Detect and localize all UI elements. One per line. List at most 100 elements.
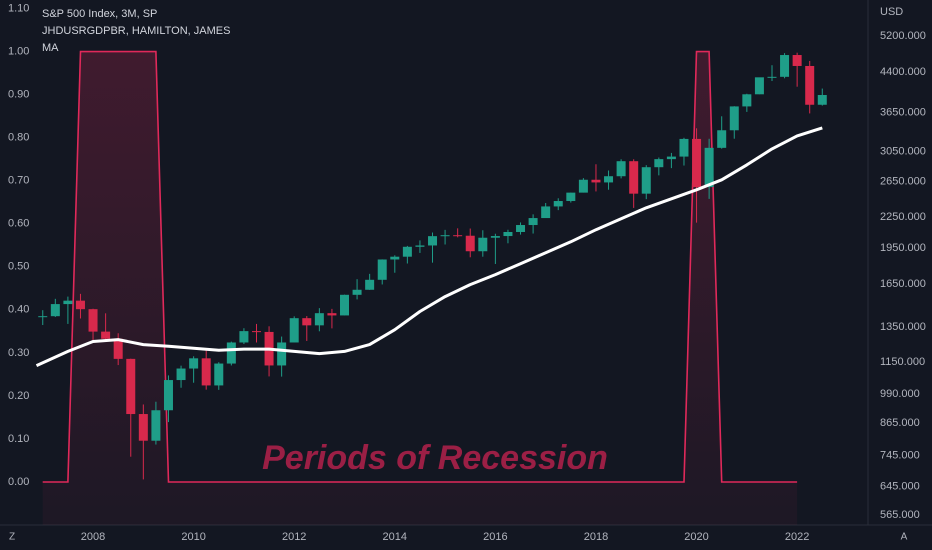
candle-body <box>465 235 475 252</box>
x-tick-label: 2016 <box>483 531 507 543</box>
zoom-button[interactable]: Z <box>9 532 15 543</box>
line <box>42 50 798 483</box>
y-tick-label: 0.20 <box>8 390 29 402</box>
candle-body <box>679 138 689 157</box>
candle-body <box>541 206 551 219</box>
legend-entry: MA <box>42 42 59 54</box>
candle-body <box>377 259 387 280</box>
y2-tick-label: 3050.000 <box>880 145 926 157</box>
y2-tick-label: 565.000 <box>880 509 920 521</box>
x-tick-label: 2012 <box>282 531 306 543</box>
candle-body <box>767 76 777 78</box>
candle-body <box>566 192 576 202</box>
legend-entry: S&P 500 Index, 3M, SP <box>42 8 157 20</box>
x-tick-label: 2008 <box>81 531 105 543</box>
candle-body <box>63 300 73 305</box>
legend-entry: JHDUSRGDPBR, HAMILTON, JAMES <box>42 25 230 37</box>
candle-body <box>189 358 199 369</box>
candle-body <box>578 179 588 193</box>
y2-tick-label: 5200.000 <box>880 30 926 42</box>
y2-tick-label: 1150.000 <box>880 356 925 368</box>
y-tick-label: 0.70 <box>8 175 29 187</box>
candle-body <box>138 414 148 441</box>
candle-body <box>201 358 211 386</box>
candle-body <box>754 77 764 95</box>
candle-body <box>251 331 261 333</box>
candle-body <box>402 246 412 257</box>
candle-body <box>453 235 463 237</box>
line <box>35 126 823 367</box>
candle-body <box>163 380 173 411</box>
y2-tick-label: 745.000 <box>880 449 920 461</box>
candle-body <box>780 55 790 77</box>
candle-body <box>289 318 299 343</box>
y2-tick-label: 2250.000 <box>880 211 926 223</box>
y2-tick-label: 1950.000 <box>880 242 926 254</box>
candle-body <box>314 313 324 326</box>
y2-tick-label: 1350.000 <box>880 321 926 333</box>
candle-body <box>38 316 48 318</box>
x-tick-label: 2018 <box>584 531 608 543</box>
area <box>42 51 798 525</box>
y2-tick-label: 645.000 <box>880 481 920 493</box>
candle-body <box>126 358 136 415</box>
candle-body <box>390 256 400 260</box>
candle-body <box>503 231 513 237</box>
y2-axis-label: USD <box>880 6 903 18</box>
y-tick-label: 0.00 <box>8 476 29 488</box>
candle-body <box>666 156 676 160</box>
y2-tick-label: 3650.000 <box>880 107 926 119</box>
candle-body <box>629 161 639 194</box>
candle-body <box>490 236 500 238</box>
annotation: Periods of Recession <box>262 439 608 477</box>
y2-tick-label: 990.000 <box>880 388 920 400</box>
candle-body <box>704 147 714 188</box>
candle-body <box>516 225 526 232</box>
candle-body <box>641 167 651 194</box>
candle-body <box>440 235 450 237</box>
x-tick-label: 2010 <box>181 531 205 543</box>
x-tick-label: 2014 <box>383 531 407 543</box>
candle-body <box>75 300 85 310</box>
y-tick-label: 0.60 <box>8 218 29 230</box>
y2-tick-label: 865.000 <box>880 417 920 429</box>
candle-body <box>327 313 337 316</box>
candle-body <box>528 218 538 226</box>
candle-body <box>151 410 161 441</box>
candle-body <box>591 179 601 183</box>
candle-body <box>553 201 563 207</box>
y2-tick-label: 1650.000 <box>880 278 926 290</box>
candle-body <box>428 236 438 246</box>
candle-body <box>226 342 236 364</box>
candle-body <box>729 106 739 131</box>
x-tick-label: 2022 <box>785 531 809 543</box>
y2-tick-label: 2650.000 <box>880 176 926 188</box>
candle-body <box>692 138 702 188</box>
candle-body <box>88 309 98 332</box>
candle-body <box>50 304 60 317</box>
candle-body <box>478 237 488 252</box>
y-tick-label: 1.10 <box>8 3 29 15</box>
candle-body <box>365 279 375 290</box>
y-tick-label: 0.50 <box>8 261 29 273</box>
x-tick-label: 2020 <box>684 531 708 543</box>
y-tick-label: 0.40 <box>8 304 29 316</box>
candle-body <box>239 331 249 343</box>
y-tick-label: 0.90 <box>8 89 29 101</box>
candle-body <box>101 331 111 339</box>
candle-body <box>415 245 425 247</box>
candle-body <box>302 318 312 326</box>
candle-body <box>214 363 224 386</box>
y-tick-label: 0.80 <box>8 132 29 144</box>
candle-body <box>792 55 802 66</box>
y-tick-label: 0.30 <box>8 347 29 359</box>
candle-body <box>340 294 350 316</box>
candle-body <box>616 161 626 177</box>
auto-button[interactable]: A <box>901 532 908 543</box>
candle-body <box>817 95 827 105</box>
candle-body <box>176 368 186 381</box>
y2-tick-label: 4400.000 <box>880 66 926 78</box>
candle-body <box>717 130 727 148</box>
candle-body <box>805 65 815 105</box>
